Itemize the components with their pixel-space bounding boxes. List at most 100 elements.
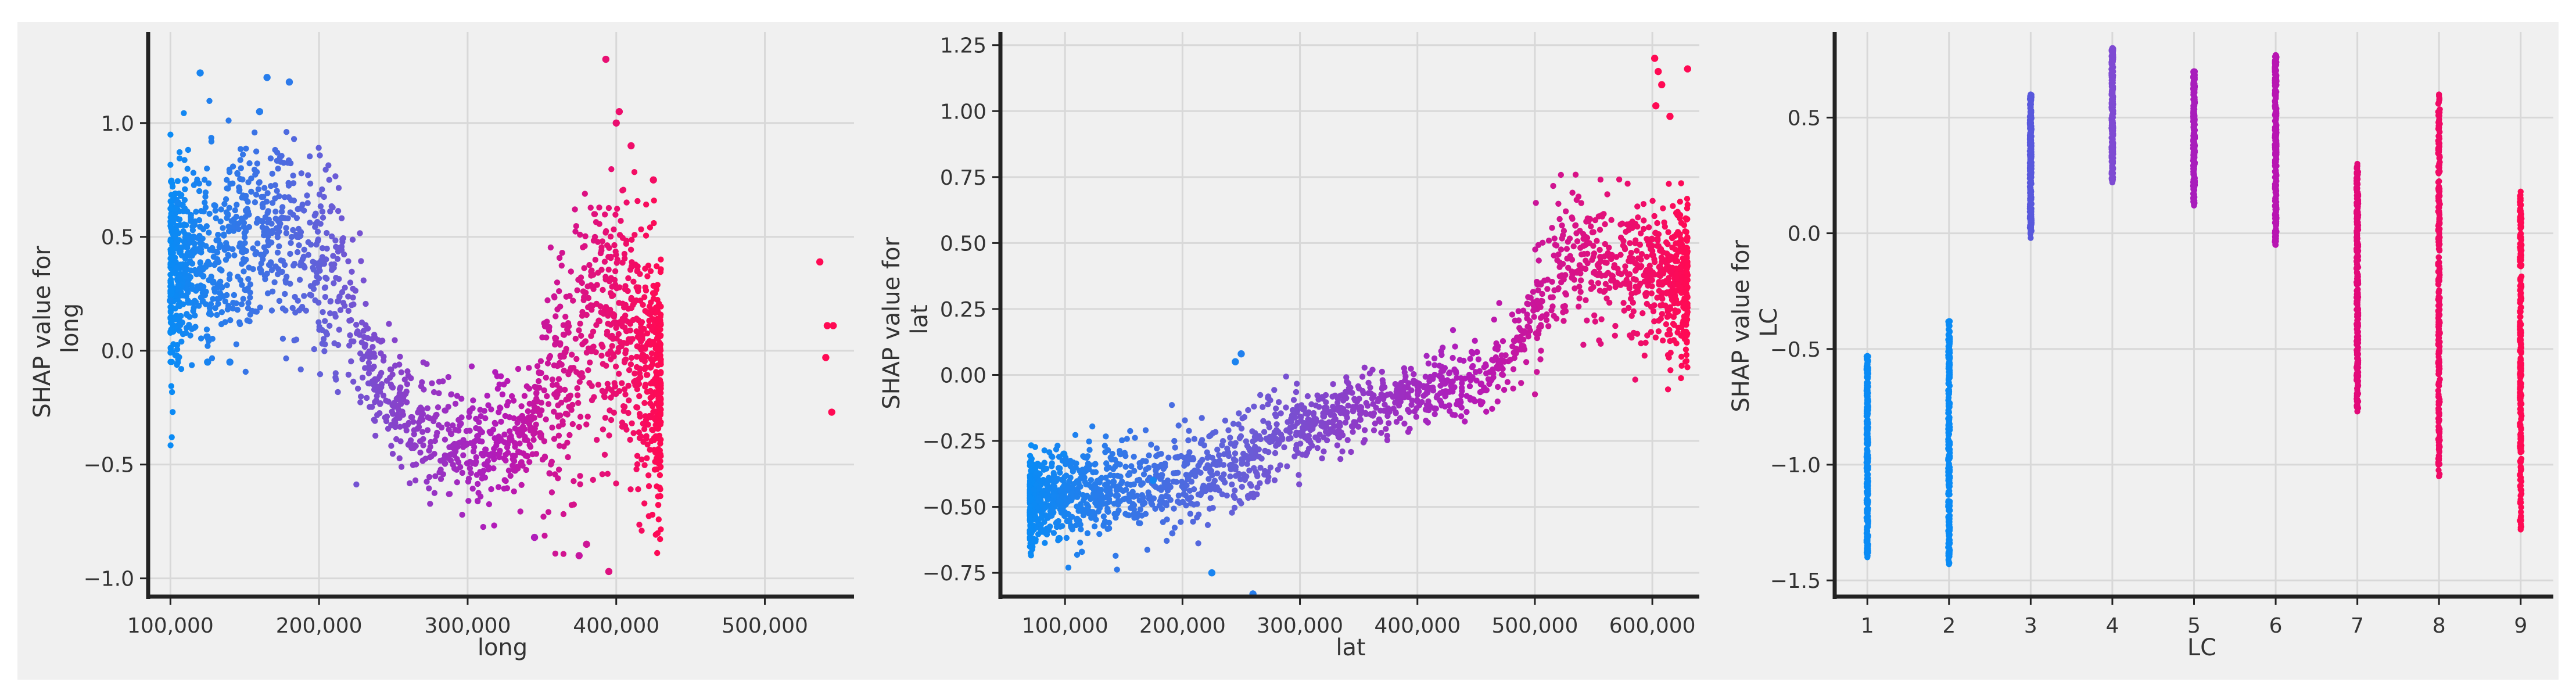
- data-point: [1348, 448, 1354, 455]
- data-point: [1152, 505, 1158, 512]
- data-point: [565, 320, 572, 326]
- data-point: [1117, 451, 1124, 457]
- data-point: [181, 270, 188, 277]
- data-point: [1122, 453, 1129, 460]
- data-point: [285, 78, 293, 86]
- data-point: [1322, 429, 1329, 435]
- data-point: [211, 289, 218, 295]
- data-point: [268, 183, 274, 189]
- data-point: [1331, 423, 1337, 429]
- data-point: [1187, 494, 1194, 501]
- data-point: [573, 356, 580, 362]
- data-point: [319, 186, 325, 193]
- data-point: [627, 321, 634, 327]
- data-point: [317, 203, 324, 210]
- data-point: [648, 306, 655, 313]
- data-point: [1296, 472, 1302, 478]
- data-point: [241, 268, 247, 275]
- data-point: [1100, 522, 1107, 529]
- data-point: [551, 391, 558, 397]
- data-point: [534, 363, 541, 369]
- data-point: [1572, 222, 1578, 229]
- data-point: [1677, 241, 1683, 248]
- data-point: [1616, 270, 1622, 276]
- data-point: [1140, 471, 1147, 478]
- data-point: [1104, 505, 1111, 512]
- data-point: [1062, 461, 1069, 468]
- data-point: [572, 228, 579, 235]
- data-point: [658, 311, 664, 318]
- data-point: [176, 328, 183, 334]
- data-point: [1493, 340, 1499, 347]
- data-point: [1122, 511, 1129, 517]
- data-point: [1583, 297, 1589, 303]
- data-point: [212, 305, 218, 311]
- data-point: [1187, 472, 1193, 478]
- data-point: [1660, 249, 1666, 256]
- data-point: [583, 540, 590, 548]
- data-point: [654, 263, 660, 270]
- data-point: [609, 283, 615, 290]
- data-point: [1611, 264, 1617, 271]
- data-point: [622, 391, 629, 398]
- data-point: [654, 550, 661, 557]
- data-point: [591, 211, 597, 217]
- data-point: [505, 450, 511, 456]
- data-point: [1049, 512, 1055, 519]
- data-point: [365, 360, 372, 366]
- data-point: [1214, 446, 1221, 453]
- data-point: [448, 431, 455, 437]
- data-point: [225, 185, 231, 192]
- data-point: [1140, 494, 1146, 501]
- data-point: [1635, 283, 1642, 289]
- data-point: [1158, 451, 1164, 457]
- data-point: [224, 177, 230, 183]
- data-point: [596, 221, 602, 227]
- data-point: [1294, 380, 1300, 387]
- data-point: [176, 248, 182, 254]
- data-point: [1257, 436, 1264, 443]
- data-point: [195, 270, 202, 277]
- data-point: [589, 283, 596, 290]
- data-point: [1299, 451, 1305, 458]
- data-point: [261, 185, 268, 191]
- data-point: [304, 192, 310, 199]
- data-point: [312, 221, 319, 227]
- data-point: [226, 204, 232, 211]
- data-point: [1864, 384, 1871, 390]
- data-point: [1183, 456, 1190, 463]
- data-point: [571, 365, 577, 371]
- data-point: [634, 461, 641, 468]
- data-point: [1527, 295, 1534, 301]
- data-point: [1577, 266, 1584, 272]
- data-point: [1103, 433, 1109, 440]
- data-point: [245, 305, 252, 311]
- data-point: [1483, 408, 1490, 415]
- data-point: [1606, 245, 1612, 251]
- data-point: [1350, 429, 1356, 435]
- data-point: [1330, 403, 1336, 410]
- data-point: [1598, 340, 1604, 347]
- data-point: [602, 415, 609, 421]
- data-point: [543, 416, 549, 423]
- data-point: [226, 169, 233, 175]
- data-point: [491, 435, 498, 441]
- data-point: [1865, 532, 1871, 539]
- data-point: [190, 247, 196, 253]
- data-point: [518, 482, 525, 488]
- data-point: [1452, 343, 1458, 350]
- data-point: [172, 233, 178, 239]
- data-point: [641, 462, 648, 468]
- data-point: [620, 318, 626, 325]
- data-point: [190, 308, 196, 314]
- data-point: [1655, 243, 1662, 249]
- data-point: [383, 413, 390, 420]
- data-point: [167, 297, 174, 304]
- data-point: [1683, 236, 1689, 243]
- data-point: [204, 166, 210, 172]
- data-point: [305, 252, 311, 258]
- data-point: [167, 442, 174, 448]
- data-point: [378, 350, 384, 357]
- data-point: [1069, 484, 1075, 490]
- data-point: [526, 385, 533, 392]
